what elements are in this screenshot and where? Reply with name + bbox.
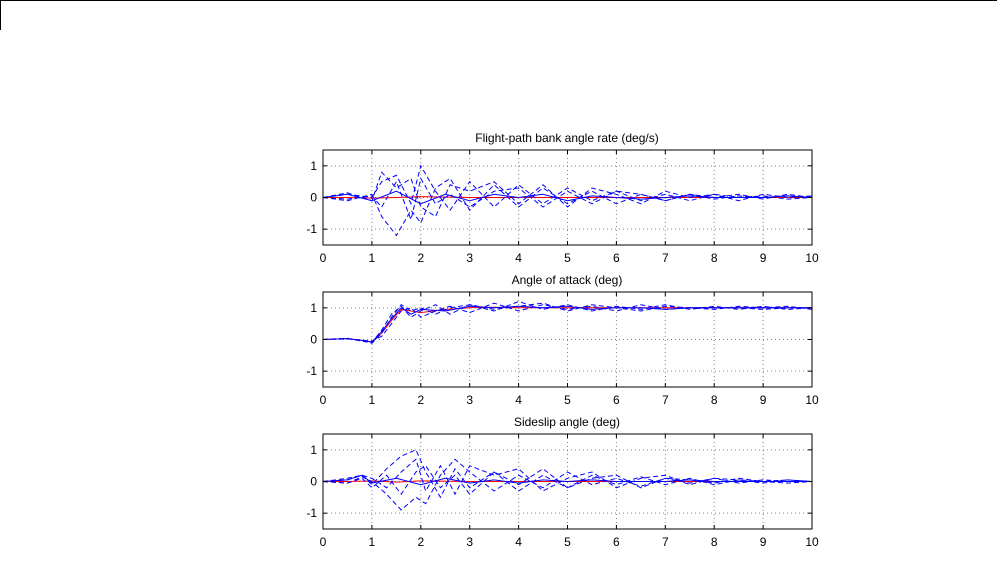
y-tick-label: -1 [306, 364, 317, 378]
y-tick-label: 0 [310, 475, 317, 489]
x-tick-label: 6 [613, 535, 620, 549]
series-line-run [322, 474, 812, 486]
x-tick-label: 7 [662, 535, 669, 549]
subplot-1: Flight-path bank angle rate (deg/s) 0 1 2 3… [306, 131, 819, 265]
series-line-run [322, 458, 812, 511]
page-left-rule [0, 0, 1, 30]
x-tick-label: 6 [613, 251, 620, 265]
y-tick-label: 1 [310, 301, 317, 315]
x-tick-label: 2 [417, 535, 424, 549]
y-tick-label: 0 [310, 191, 317, 205]
x-tick-label: 4 [515, 535, 522, 549]
x-tick-label: 5 [564, 251, 571, 265]
x-tick-label: 10 [805, 535, 819, 549]
x-tick-label: 7 [662, 393, 669, 407]
x-tick-label: 10 [805, 393, 819, 407]
x-tick-label: 7 [662, 251, 669, 265]
x-tick-label: 8 [711, 393, 718, 407]
series-line-run [322, 164, 813, 212]
y-tick-label: 0 [310, 333, 317, 347]
x-tick-label: 1 [369, 393, 376, 407]
x-tick-label: 4 [515, 393, 522, 407]
x-tick-label: 2 [417, 393, 424, 407]
subplot-3: Sideslip angle (deg) 0 1 2 3 4 5 6 7 8 9 10 -1 0 1 [306, 415, 819, 549]
series-line-run [322, 465, 813, 496]
x-tick-label: 6 [613, 393, 620, 407]
y-tick-label: -1 [306, 506, 317, 520]
x-tick-label: 0 [320, 251, 327, 265]
x-tick-label: 8 [711, 251, 718, 265]
x-tick-label: 5 [564, 535, 571, 549]
y-tick-label: 1 [310, 159, 317, 173]
chart-title: Angle of attack (deg) [512, 273, 623, 287]
x-tick-label: 0 [320, 393, 327, 407]
x-tick-label: 10 [805, 251, 819, 265]
x-tick-label: 9 [760, 535, 767, 549]
x-tick-label: 3 [466, 251, 473, 265]
x-tick-label: 3 [466, 535, 473, 549]
series-line-run [322, 190, 813, 205]
x-tick-label: 9 [760, 251, 767, 265]
y-tick-label: -1 [306, 222, 317, 236]
x-tick-label: 0 [320, 535, 327, 549]
x-tick-label: 1 [369, 251, 376, 265]
x-tick-label: 9 [760, 393, 767, 407]
x-tick-label: 8 [711, 535, 718, 549]
series-line-run [322, 305, 812, 343]
page-top-rule [0, 0, 997, 1]
x-tick-label: 2 [417, 251, 424, 265]
series-line-run [322, 458, 813, 496]
x-tick-label: 4 [515, 251, 522, 265]
chart-title: Flight-path bank angle rate (deg/s) [475, 131, 658, 145]
subplot-2: Angle of attack (deg) 0 1 2 3 4 5 6 7 8 9 10 -1 0 1 [306, 273, 819, 407]
series-line-run [322, 449, 813, 499]
x-tick-label: 5 [564, 393, 571, 407]
chart-title: Sideslip angle (deg) [514, 415, 620, 429]
x-tick-label: 3 [466, 393, 473, 407]
series-line-run [322, 300, 813, 344]
series-line-run [322, 177, 813, 222]
y-tick-label: 1 [310, 443, 317, 457]
x-tick-label: 1 [369, 535, 376, 549]
